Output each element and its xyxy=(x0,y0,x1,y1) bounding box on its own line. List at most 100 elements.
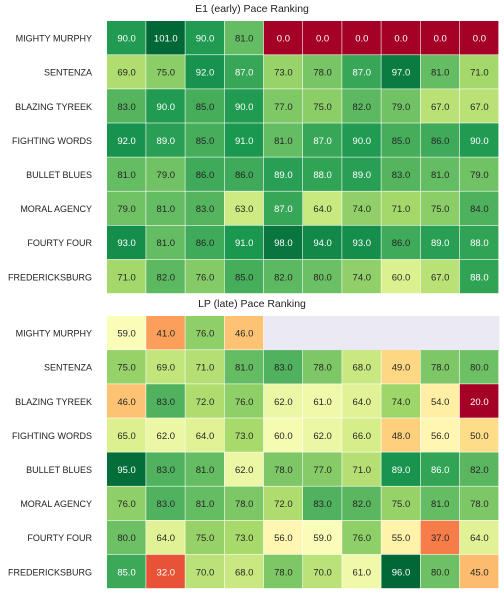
cell-value: 73.0 xyxy=(235,431,254,442)
cell-value: 91.0 xyxy=(235,238,254,249)
cell-value: 92.0 xyxy=(196,68,215,79)
cell-value: 69.0 xyxy=(157,363,176,374)
cell-value: 86.0 xyxy=(196,170,215,181)
cell-value: 82.0 xyxy=(353,102,372,113)
cell-value: 81.0 xyxy=(431,170,450,181)
cell-value: 81.0 xyxy=(196,499,215,510)
heatmap-cell xyxy=(224,191,264,225)
heatmap-cell xyxy=(185,554,224,589)
heatmap-cell xyxy=(459,350,499,384)
row-label: FREDERICKSBURG xyxy=(8,272,92,282)
cell-value: 78.0 xyxy=(313,68,332,79)
heatmap-cell xyxy=(185,21,224,55)
heatmap-cell xyxy=(224,123,264,157)
cell-value: 95.0 xyxy=(117,465,136,476)
heatmap-cell xyxy=(224,520,264,555)
heatmap-cell xyxy=(381,418,420,452)
cell-value: 84.0 xyxy=(470,204,489,215)
cell-value: 79.0 xyxy=(470,170,489,181)
heatmap-cell xyxy=(146,350,185,384)
cell-value: 87.0 xyxy=(353,68,372,79)
cell-value: 48.0 xyxy=(392,431,411,442)
heatmap-cell xyxy=(185,191,224,225)
row-label: SENTENZA xyxy=(44,68,92,78)
cell-value: 96.0 xyxy=(392,567,411,578)
cell-value: 32.0 xyxy=(157,567,176,578)
heatmap-cell xyxy=(224,554,264,589)
heatmap-cell xyxy=(381,225,420,260)
cell-value: 81.0 xyxy=(117,170,136,181)
cell-value: 90.0 xyxy=(157,102,176,113)
cell-value: 80.0 xyxy=(117,533,136,544)
cell-value: 41.0 xyxy=(157,329,176,340)
heatmap-cell xyxy=(381,486,420,520)
row-label: BLAZING TYREEK xyxy=(15,397,92,407)
cell-value: 89.0 xyxy=(274,170,293,181)
row-label: BLAZING TYREEK xyxy=(15,102,92,112)
cell-value: 86.0 xyxy=(196,238,215,249)
cell-value: 81.0 xyxy=(196,465,215,476)
heatmap-cell xyxy=(420,191,460,225)
heatmap-cell xyxy=(459,486,499,520)
heatmap-cell-empty xyxy=(342,316,382,351)
heatmap-cell xyxy=(459,191,499,225)
heatmap-cell xyxy=(263,452,303,486)
heatmap-cell xyxy=(381,452,420,486)
heatmap-cell xyxy=(146,21,185,55)
heatmap-cell xyxy=(146,384,185,418)
cell-value: 89.0 xyxy=(431,238,450,249)
heatmap-cell xyxy=(303,157,342,191)
heatmap-cell xyxy=(459,554,499,589)
heatmap-cell xyxy=(420,123,460,157)
cell-value: 82.0 xyxy=(274,272,293,283)
row-label: BULLET BLUES xyxy=(26,465,92,475)
heatmap-cell xyxy=(459,384,499,418)
heatmap-cell xyxy=(107,520,146,555)
heatmap-cell xyxy=(381,384,420,418)
heatmap-cell xyxy=(342,123,381,157)
heatmap-cell xyxy=(146,520,185,555)
cell-value: 0.0 xyxy=(316,34,329,45)
heatmap-cell xyxy=(146,452,185,486)
cell-value: 70.0 xyxy=(196,567,215,578)
heatmap-cell xyxy=(224,350,264,384)
cell-value: 83.0 xyxy=(196,204,215,215)
cell-value: 83.0 xyxy=(157,499,176,510)
heatmap-cell xyxy=(303,191,342,225)
heatmap-cell xyxy=(303,89,342,123)
heatmap-cell xyxy=(420,225,460,260)
cell-value: 86.0 xyxy=(431,136,450,147)
heatmap-cell xyxy=(381,191,420,225)
heatmap-1: E1 (early) Pace Ranking MIGHTY MURPHY 90.0… xyxy=(8,3,499,294)
heatmap-cell xyxy=(185,225,224,260)
cell-value: 83.0 xyxy=(157,397,176,408)
heatmap-cell xyxy=(420,452,460,486)
heatmap-cell xyxy=(420,89,460,123)
heatmap-cell xyxy=(381,21,420,55)
heatmap-cell xyxy=(224,418,264,452)
cell-value: 78.0 xyxy=(235,499,254,510)
cell-value: 75.0 xyxy=(117,363,136,374)
heatmap-cell xyxy=(224,316,264,350)
cell-value: 75.0 xyxy=(431,204,450,215)
heatmap-cell xyxy=(146,225,185,260)
heatmap-cell xyxy=(342,191,381,225)
heatmap-cell xyxy=(185,259,224,294)
heatmap-cell xyxy=(459,55,499,89)
heatmap-cell xyxy=(303,384,342,418)
heatmap-cell xyxy=(459,259,499,294)
heatmap-cell xyxy=(185,384,224,418)
cell-value: 64.0 xyxy=(313,204,332,215)
cell-value: 20.0 xyxy=(470,397,489,408)
heatmap-cell-empty xyxy=(303,316,343,351)
cell-value: 67.0 xyxy=(431,272,450,283)
heatmap-cell-empty xyxy=(459,316,500,351)
heatmap-cell xyxy=(224,486,264,520)
cell-value: 54.0 xyxy=(431,397,450,408)
cell-value: 85.0 xyxy=(235,272,254,283)
cell-value: 80.0 xyxy=(470,363,489,374)
heatmap-cell xyxy=(107,55,146,89)
heatmap-cell xyxy=(303,452,342,486)
cell-value: 75.0 xyxy=(313,102,332,113)
cell-value: 79.0 xyxy=(117,204,136,215)
